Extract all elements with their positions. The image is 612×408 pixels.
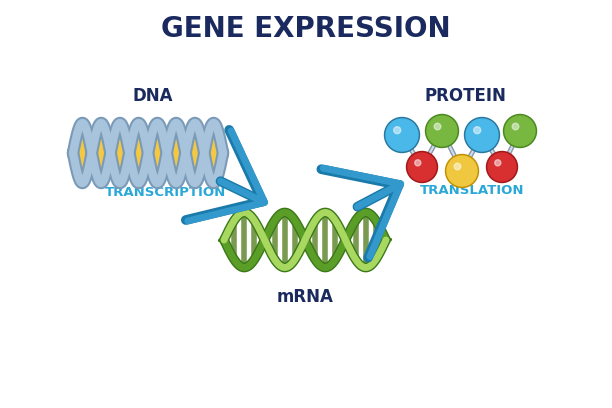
Circle shape [454,163,461,170]
Circle shape [394,126,401,134]
Circle shape [487,151,518,182]
Circle shape [434,123,441,130]
Text: TRANSLATION: TRANSLATION [420,184,524,197]
Circle shape [466,119,498,151]
Circle shape [386,119,418,151]
Circle shape [465,118,499,153]
Text: GENE EXPRESSION: GENE EXPRESSION [161,15,451,43]
Text: mRNA: mRNA [277,288,334,306]
Circle shape [505,116,535,146]
Circle shape [494,160,501,166]
Circle shape [504,115,537,148]
Circle shape [406,151,438,182]
Text: DNA: DNA [133,87,173,105]
Circle shape [512,123,519,130]
Circle shape [408,153,436,181]
Text: PROTEIN: PROTEIN [424,87,506,105]
Circle shape [425,115,458,148]
Circle shape [384,118,419,153]
Circle shape [488,153,516,181]
Text: TRANSCRIPTION: TRANSCRIPTION [105,186,226,200]
Circle shape [474,126,480,134]
Circle shape [415,160,421,166]
Circle shape [447,156,477,186]
Circle shape [446,155,479,188]
Circle shape [427,116,457,146]
